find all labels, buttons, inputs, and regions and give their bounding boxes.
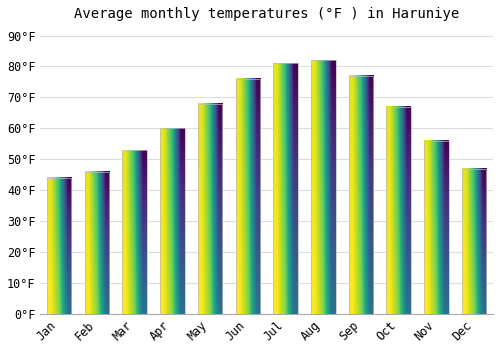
Bar — [122, 150, 147, 314]
Title: Average monthly temperatures (°F ) in Haruniye: Average monthly temperatures (°F ) in Ha… — [74, 7, 460, 21]
Bar — [160, 128, 184, 314]
Bar — [84, 172, 109, 314]
Bar — [274, 63, 298, 314]
Bar — [386, 107, 411, 314]
Bar — [311, 60, 336, 314]
Bar — [47, 178, 72, 314]
Bar — [348, 76, 374, 314]
Bar — [236, 79, 260, 314]
Bar — [424, 141, 448, 314]
Bar — [198, 104, 222, 314]
Bar — [462, 169, 486, 314]
